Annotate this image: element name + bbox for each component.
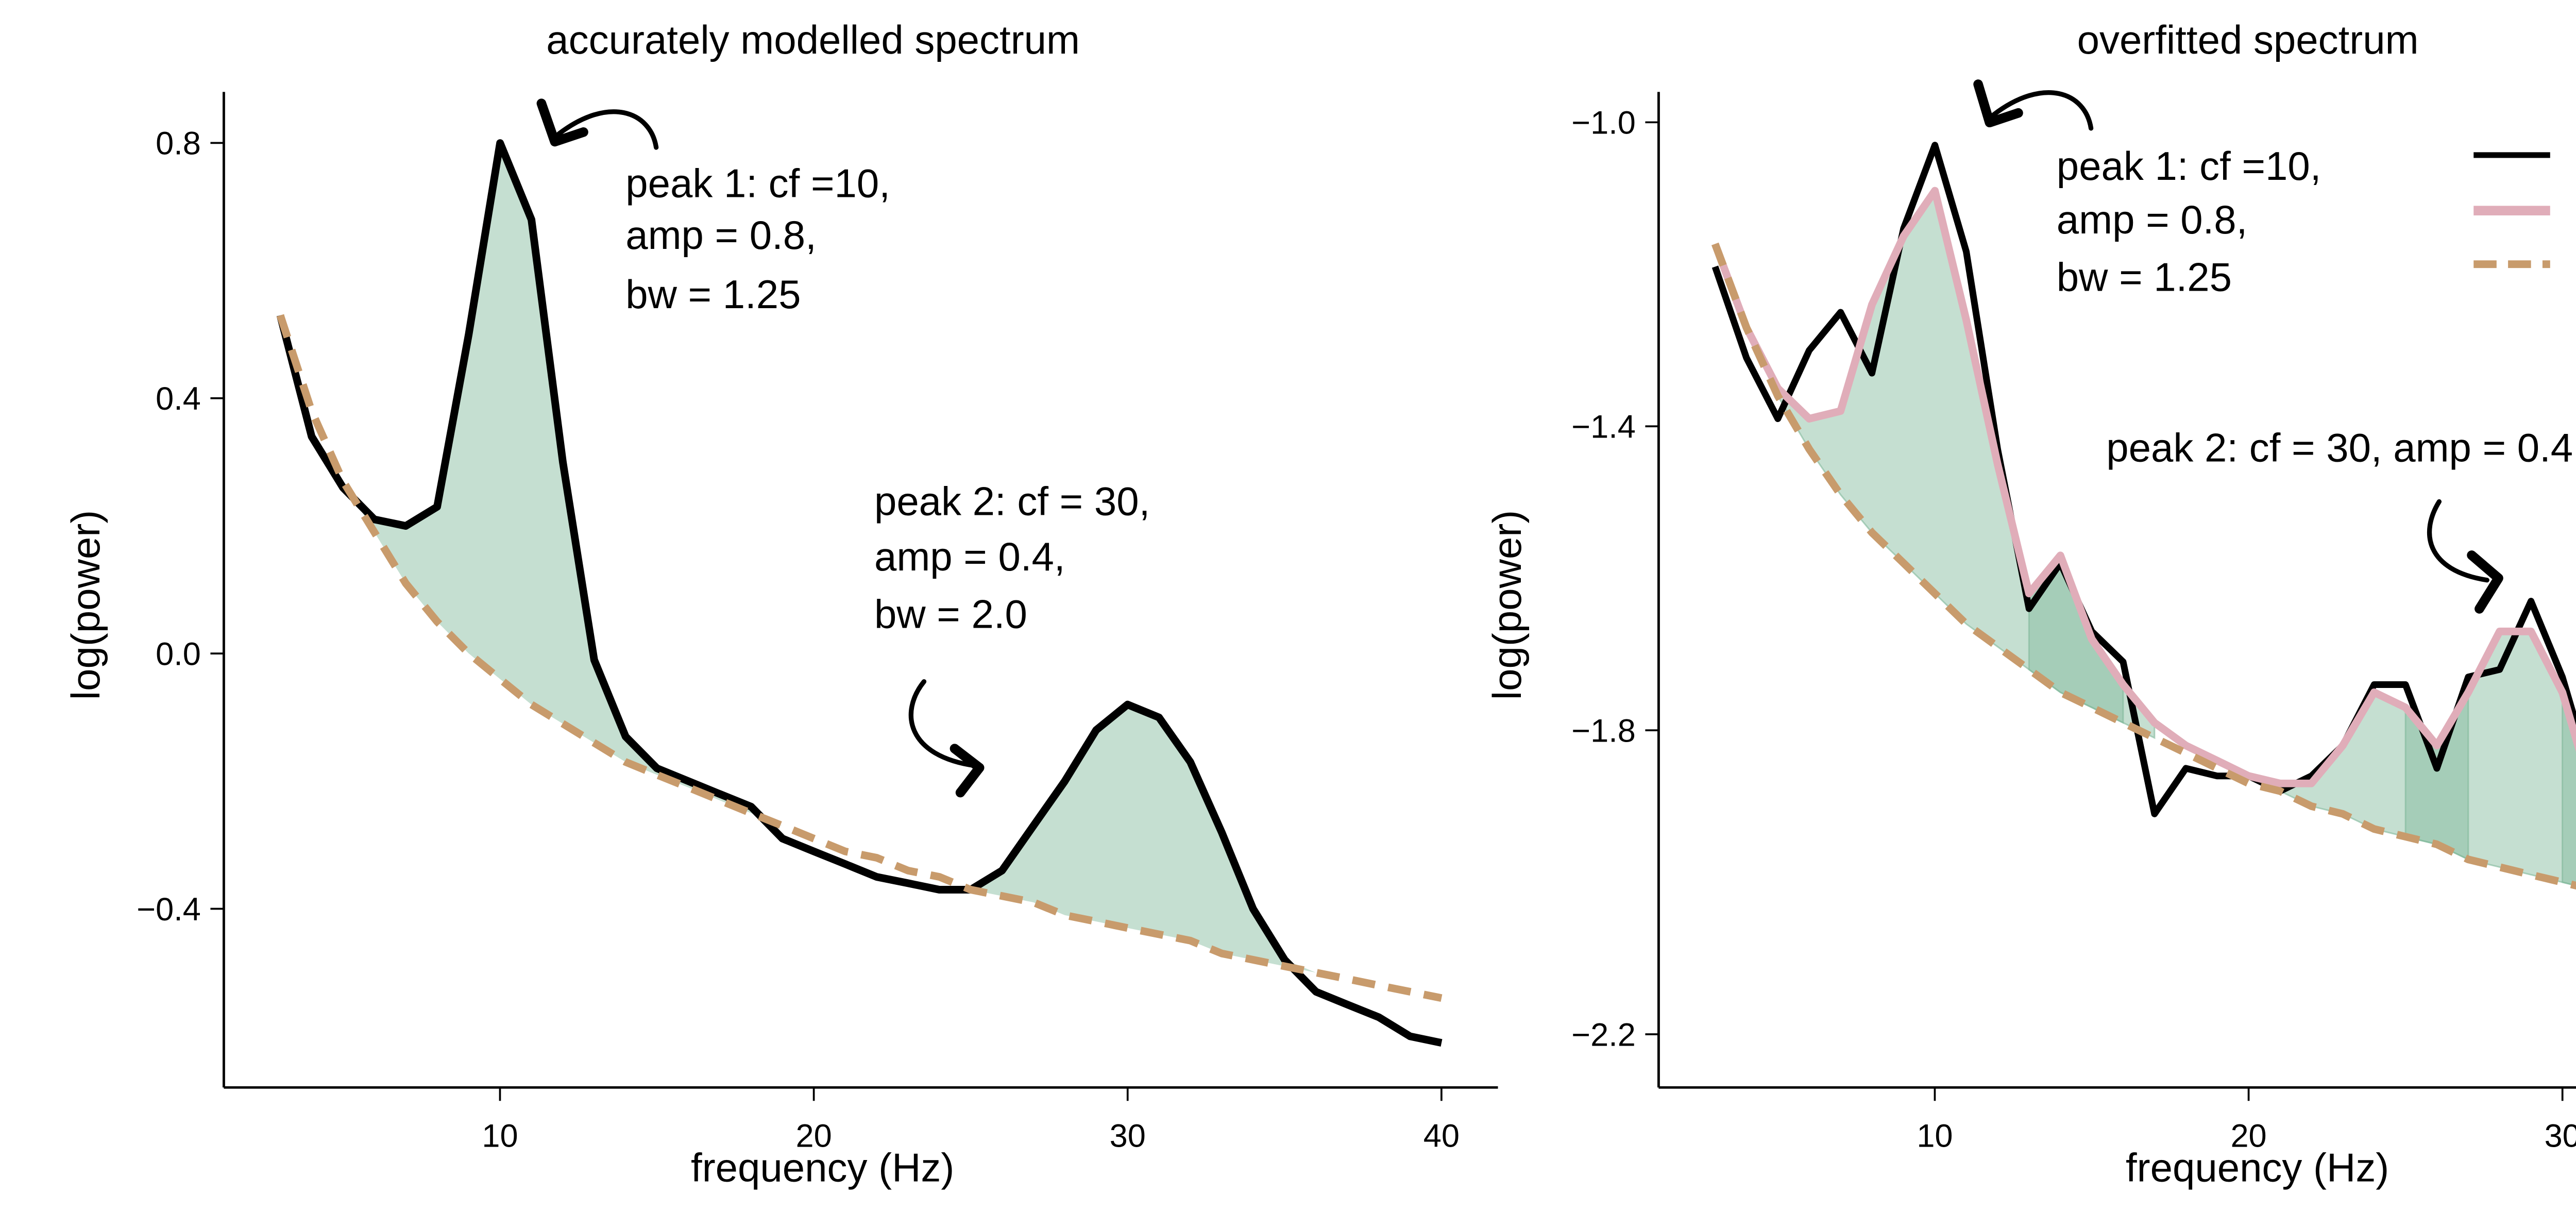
x-axis-label: frequency (Hz) bbox=[691, 1145, 954, 1190]
annotation-line: amp = 0.8, bbox=[625, 212, 817, 258]
annotation-peak2: peak 2: cf = 30, amp = 0.4, bw = 2.0 bbox=[874, 478, 1161, 636]
y-ticks: −1.0 −1.4 −1.8 −2.2 bbox=[1571, 105, 1659, 1053]
y-tick-label: −1.0 bbox=[1571, 105, 1636, 141]
panel-title: overfitted spectrum bbox=[2077, 17, 2419, 62]
annotation-peak1: peak 1: cf =10, amp = 0.8, bw = 1.25 bbox=[625, 161, 901, 317]
curved-arrow-icon bbox=[536, 98, 659, 150]
plot-area bbox=[276, 139, 1443, 1047]
annotation-peak1: peak 1: cf =10, amp = 0.8, bw = 1.25 bbox=[2057, 143, 2332, 300]
series-aperiodic-only bbox=[276, 314, 1443, 1002]
panel-accurate: accurately modelled spectrum 10 20 30 40 0.… bbox=[63, 17, 1498, 1190]
annotation-line: bw = 1.25 bbox=[625, 272, 801, 317]
panel-title: accurately modelled spectrum bbox=[546, 17, 1080, 62]
y-axis-label: log(power) bbox=[63, 510, 108, 700]
annotation-line: peak 1: cf =10, bbox=[625, 161, 890, 206]
x-tick-label: 20 bbox=[796, 1118, 832, 1154]
plot-area bbox=[1711, 142, 2576, 890]
y-tick-label: 0.4 bbox=[156, 381, 201, 417]
annotation-line: amp = 0.4, bbox=[874, 534, 1065, 579]
series-original-spectrum bbox=[276, 139, 1443, 1047]
y-tick-label: −1.8 bbox=[1571, 713, 1636, 749]
annotation-line: peak 2: cf = 30, bbox=[874, 478, 1150, 524]
annotation-line: bw = 2.0 bbox=[874, 592, 1027, 637]
legend: original spectrum full model aperiodic o… bbox=[2473, 152, 2550, 268]
x-tick-label: 20 bbox=[2230, 1118, 2266, 1154]
x-tick-label: 10 bbox=[482, 1118, 518, 1154]
curved-arrow-icon bbox=[1973, 79, 2094, 131]
x-tick-label: 40 bbox=[1423, 1118, 1460, 1154]
y-tick-label: −2.2 bbox=[1571, 1017, 1636, 1053]
series-aperiodic-only bbox=[1711, 242, 2576, 890]
annotation-line: amp = 0.8, bbox=[2057, 197, 2248, 242]
y-tick-label: −0.4 bbox=[137, 892, 201, 928]
y-tick-label: −1.4 bbox=[1571, 409, 1636, 445]
annotation-line: peak 1: cf =10, bbox=[2057, 143, 2321, 189]
series-full-model bbox=[1711, 187, 2576, 787]
annotation-line: peak 2: cf = 30, amp = 0.4, bw = 2.0 bbox=[2106, 425, 2576, 470]
curved-arrow-icon bbox=[908, 679, 985, 798]
peak-component-fill bbox=[2562, 692, 2576, 886]
y-axis-label: log(power) bbox=[1484, 510, 1530, 700]
x-tick-label: 30 bbox=[2545, 1118, 2576, 1154]
x-tick-label: 30 bbox=[1110, 1118, 1146, 1154]
y-tick-label: 0.0 bbox=[156, 636, 201, 672]
x-axis-label: frequency (Hz) bbox=[2126, 1145, 2389, 1190]
annotation-line: bw = 1.25 bbox=[2057, 255, 2232, 300]
curved-arrow-icon bbox=[2427, 499, 2503, 614]
x-ticks: 10 20 30 40 bbox=[482, 1087, 1460, 1154]
peak-fill bbox=[280, 143, 1442, 998]
x-tick-label: 10 bbox=[1917, 1118, 1953, 1154]
annotation-peak2: peak 2: cf = 30, amp = 0.4, bw = 2.0 bbox=[2106, 425, 2576, 470]
y-tick-label: 0.8 bbox=[156, 126, 201, 162]
y-ticks: 0.8 0.4 0.0 −0.4 bbox=[137, 126, 224, 928]
